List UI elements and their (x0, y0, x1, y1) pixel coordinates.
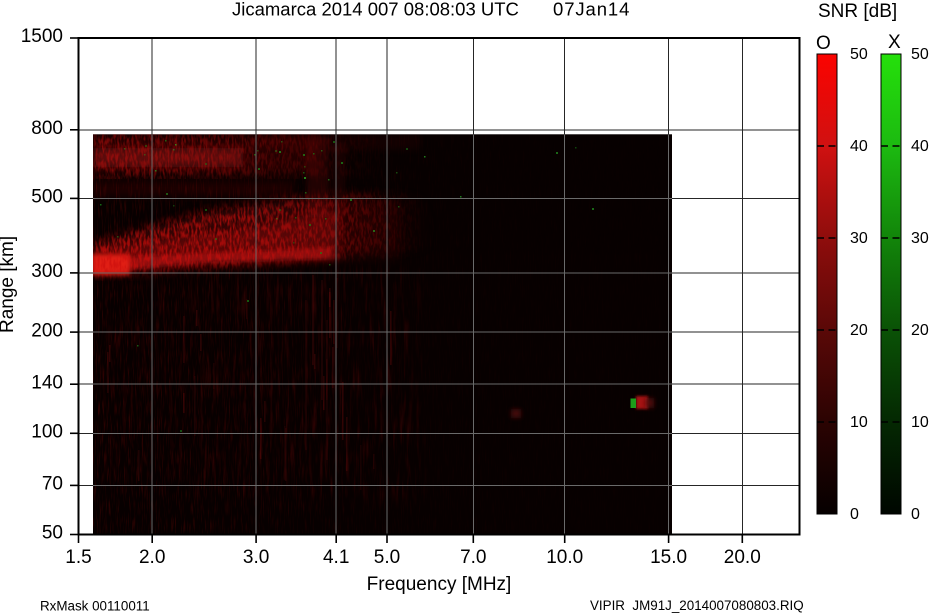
svg-text:10: 10 (911, 414, 929, 431)
svg-text:500: 500 (31, 187, 63, 208)
svg-text:20.0: 20.0 (724, 547, 761, 568)
svg-text:VIPIR JM91J_2014007080803.RIQ: VIPIR JM91J_2014007080803.RIQ (590, 598, 804, 613)
svg-text:30: 30 (911, 230, 929, 247)
svg-text:40: 40 (850, 138, 868, 155)
svg-text:70: 70 (42, 474, 63, 495)
svg-text:SNR [dB]: SNR [dB] (818, 1, 897, 22)
svg-text:20: 20 (850, 322, 868, 339)
svg-text:1500: 1500 (21, 26, 63, 47)
svg-text:07Jan14: 07Jan14 (553, 0, 630, 20)
svg-text:50: 50 (911, 46, 929, 63)
svg-text:300: 300 (31, 261, 63, 282)
svg-text:3.0: 3.0 (243, 547, 269, 568)
svg-text:4.1: 4.1 (323, 547, 349, 568)
svg-text:30: 30 (850, 230, 868, 247)
svg-text:10: 10 (850, 414, 868, 431)
svg-text:0: 0 (850, 506, 859, 523)
svg-text:50: 50 (850, 46, 868, 63)
svg-text:200: 200 (31, 320, 63, 341)
svg-text:7.0: 7.0 (460, 547, 486, 568)
svg-text:1.5: 1.5 (65, 547, 91, 568)
svg-text:100: 100 (31, 422, 63, 443)
svg-text:0: 0 (911, 506, 920, 523)
svg-text:5.0: 5.0 (374, 547, 400, 568)
svg-text:X: X (888, 32, 901, 53)
svg-text:140: 140 (31, 372, 63, 393)
svg-text:10.0: 10.0 (546, 547, 583, 568)
svg-text:Frequency [MHz]: Frequency [MHz] (367, 574, 512, 595)
svg-text:Jicamarca 2014 007 08:08:03 UT: Jicamarca 2014 007 08:08:03 UTC (232, 0, 519, 20)
svg-text:2.0: 2.0 (139, 547, 165, 568)
svg-text:RxMask 00110011: RxMask 00110011 (40, 599, 150, 614)
svg-text:40: 40 (911, 138, 929, 155)
svg-text:20: 20 (911, 322, 929, 339)
svg-text:O: O (816, 33, 831, 54)
svg-text:50: 50 (42, 523, 63, 544)
svg-text:15.0: 15.0 (650, 547, 687, 568)
svg-text:800: 800 (31, 118, 63, 139)
svg-text:Range [km]: Range [km] (0, 236, 18, 333)
